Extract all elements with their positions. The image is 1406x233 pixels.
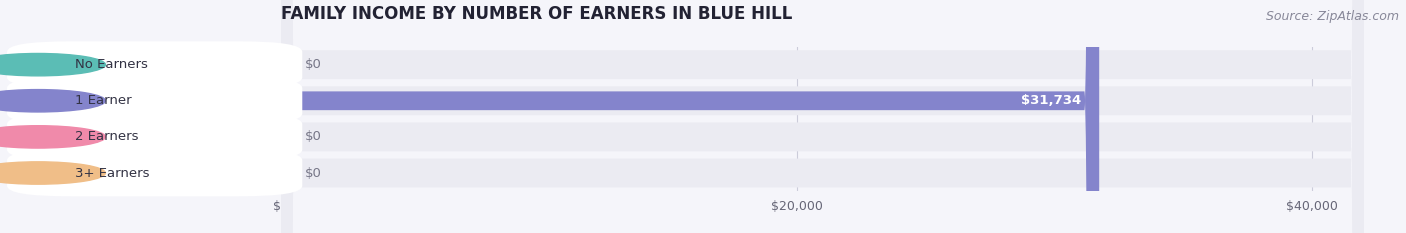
FancyBboxPatch shape bbox=[281, 0, 1364, 233]
FancyBboxPatch shape bbox=[281, 0, 1364, 233]
Text: Source: ZipAtlas.com: Source: ZipAtlas.com bbox=[1265, 10, 1399, 23]
FancyBboxPatch shape bbox=[281, 0, 1364, 233]
Text: 1 Earner: 1 Earner bbox=[75, 94, 131, 107]
FancyBboxPatch shape bbox=[281, 0, 1099, 233]
Text: $0: $0 bbox=[305, 167, 322, 179]
FancyBboxPatch shape bbox=[281, 0, 1364, 233]
Text: 3+ Earners: 3+ Earners bbox=[75, 167, 149, 179]
Text: 2 Earners: 2 Earners bbox=[75, 130, 138, 143]
Text: $0: $0 bbox=[305, 130, 322, 143]
Text: FAMILY INCOME BY NUMBER OF EARNERS IN BLUE HILL: FAMILY INCOME BY NUMBER OF EARNERS IN BL… bbox=[281, 5, 793, 23]
Text: No Earners: No Earners bbox=[75, 58, 148, 71]
Text: $31,734: $31,734 bbox=[1021, 94, 1081, 107]
Text: $0: $0 bbox=[305, 58, 322, 71]
